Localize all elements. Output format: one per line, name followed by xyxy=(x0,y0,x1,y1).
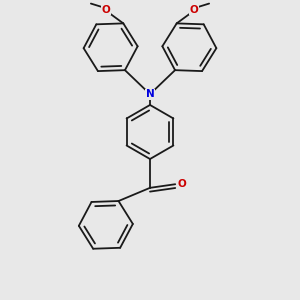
Text: O: O xyxy=(177,179,186,189)
Text: O: O xyxy=(189,5,198,15)
Text: O: O xyxy=(102,5,111,15)
Text: N: N xyxy=(146,89,154,99)
